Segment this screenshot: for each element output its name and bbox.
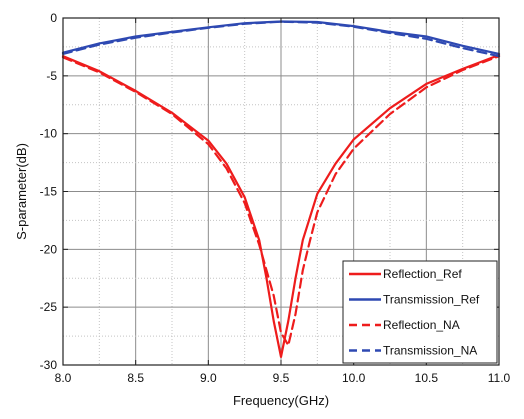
x-tick-label: 10.0 xyxy=(342,371,366,385)
x-tick-label: 8.5 xyxy=(127,371,144,385)
x-tick-label: 11.0 xyxy=(488,371,511,385)
legend-label: Transmission_Ref xyxy=(383,293,480,307)
x-tick-label: 9.0 xyxy=(200,371,217,385)
legend-label: Reflection_Ref xyxy=(383,267,462,281)
x-axis-title: Frequency(GHz) xyxy=(233,393,329,408)
y-tick-label: 0 xyxy=(50,11,57,25)
y-axis-title: S-parameter(dB) xyxy=(14,143,29,240)
series-line-reflection-na xyxy=(61,55,501,347)
grid-lines xyxy=(63,18,499,365)
y-tick-label: -15 xyxy=(40,185,58,199)
y-tick-label: -5 xyxy=(46,69,57,83)
legend-items: Reflection_Ref Transmission_Ref Reflection… xyxy=(349,267,480,358)
legend-label: Reflection_NA xyxy=(383,318,460,332)
y-tick-label: -30 xyxy=(40,358,58,372)
y-tick-label: -25 xyxy=(40,300,58,314)
legend-box xyxy=(342,260,498,364)
y-tick-label: -10 xyxy=(40,127,58,141)
series-line-transmission-na xyxy=(61,20,501,58)
x-tick-label: 10.5 xyxy=(415,371,439,385)
series-line-reflection-ref xyxy=(61,53,501,358)
legend-label: Transmission_NA xyxy=(383,344,477,358)
legend: Reflection_Ref Transmission_Ref Reflection… xyxy=(342,260,498,364)
axis-ticks: 8.0 8.5 9.0 9.5 10.0 10.5 11.0 0 -5 -10 -15 -20 -25 -… xyxy=(40,11,511,385)
y-tick-label: -20 xyxy=(40,242,58,256)
x-tick-label: 8.0 xyxy=(55,371,72,385)
x-tick-label: 9.5 xyxy=(273,371,290,385)
